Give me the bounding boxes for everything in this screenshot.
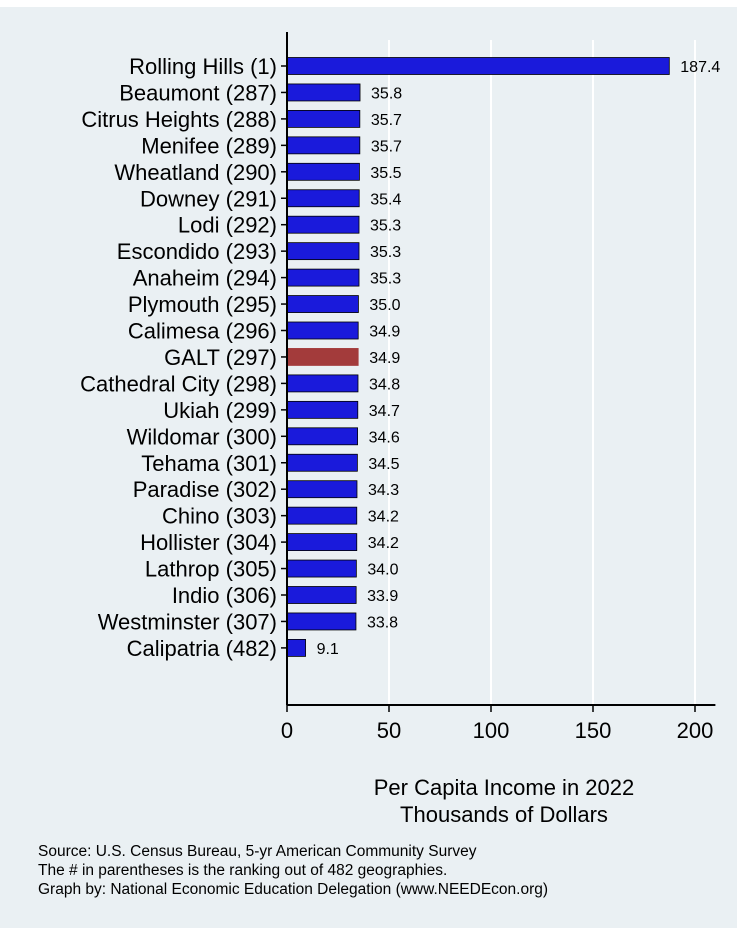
- x-axis-title-line1: Per Capita Income in 2022: [374, 775, 635, 800]
- credit-note: Graph by: National Economic Education De…: [38, 881, 549, 898]
- value-label: 35.0: [369, 297, 400, 314]
- category-label: Chino (303): [162, 504, 277, 529]
- plot-background: [10, 7, 737, 919]
- bar: [286, 57, 670, 75]
- value-label: 35.3: [370, 218, 401, 235]
- value-label: 35.3: [370, 271, 401, 288]
- bar: [286, 480, 358, 499]
- bar: [286, 189, 360, 208]
- value-label: 34.9: [369, 350, 400, 367]
- bar: [286, 427, 358, 446]
- bar: [286, 295, 359, 313]
- value-label: 35.7: [371, 138, 402, 155]
- bar: [286, 453, 358, 472]
- category-label: Westminster (307): [98, 609, 277, 634]
- value-label: 34.7: [369, 403, 400, 420]
- value-label: 34.8: [369, 376, 400, 393]
- value-label: 34.0: [367, 562, 398, 579]
- category-label: GALT (297): [164, 345, 277, 370]
- category-label: Tehama (301): [141, 451, 277, 476]
- x-tick-label: 150: [575, 718, 612, 743]
- bar: [286, 83, 361, 102]
- value-labels: 187.4 35.8 35.7 35.7 35.5 35.4 35.3 35.3 35.3 35.…: [317, 59, 721, 658]
- value-label: 9.1: [317, 641, 339, 658]
- grid-lines: [388, 40, 696, 705]
- bar: [286, 242, 360, 261]
- bar: [286, 268, 360, 287]
- bar-chart: Rolling Hills (1)Beaumont (287)Citrus He…: [80, 32, 721, 827]
- bars: [286, 57, 670, 657]
- category-label: Menifee (289): [141, 133, 277, 158]
- x-tick-label: 0: [281, 718, 293, 743]
- bar: [286, 321, 359, 340]
- bar: [286, 639, 306, 657]
- value-label: 34.9: [369, 324, 400, 341]
- bar-highlight: [286, 348, 359, 366]
- value-label: 33.9: [367, 588, 398, 605]
- category-label: Calimesa (296): [128, 319, 277, 344]
- chart-notes: Source: U.S. Census Bureau, 5-yr America…: [38, 842, 548, 899]
- category-label: Beaumont (287): [119, 80, 277, 105]
- source-note: Source: U.S. Census Bureau, 5-yr America…: [38, 843, 477, 860]
- value-label: 34.2: [368, 509, 399, 526]
- x-tick-label: 200: [677, 718, 714, 743]
- bar: [286, 374, 359, 393]
- value-label: 34.5: [368, 456, 399, 473]
- category-label: Plymouth (295): [128, 292, 277, 317]
- value-label: 34.6: [369, 429, 400, 446]
- category-label: Rolling Hills (1): [129, 54, 277, 79]
- value-label: 33.8: [367, 614, 398, 631]
- category-label: Downey (291): [140, 186, 277, 211]
- category-label: Anaheim (294): [133, 266, 277, 291]
- category-label: Calipatria (482): [127, 636, 277, 661]
- bar: [286, 612, 357, 631]
- bar: [286, 559, 357, 578]
- bar: [286, 110, 361, 128]
- value-label: 35.5: [370, 165, 401, 182]
- bar: [286, 506, 358, 525]
- value-label: 35.7: [371, 112, 402, 129]
- value-label: 34.2: [368, 535, 399, 552]
- x-tick-label: 100: [473, 718, 510, 743]
- bar: [286, 586, 357, 604]
- category-label: Wildomar (300): [127, 424, 277, 449]
- category-label: Lodi (292): [178, 213, 277, 238]
- ranking-note: The # in parentheses is the ranking out …: [38, 862, 448, 879]
- category-label: Lathrop (305): [145, 557, 277, 582]
- category-label: Ukiah (299): [163, 398, 277, 423]
- x-tick-label: 50: [377, 718, 401, 743]
- bar: [286, 400, 359, 419]
- category-label: Wheatland (290): [114, 160, 277, 185]
- bar: [286, 136, 361, 155]
- value-label: 35.8: [371, 85, 402, 102]
- bar: [286, 533, 358, 551]
- category-label: Hollister (304): [140, 530, 277, 555]
- category-label: Cathedral City (298): [80, 371, 277, 396]
- category-labels: Rolling Hills (1)Beaumont (287)Citrus He…: [80, 54, 277, 661]
- x-axis-title-line2: Thousands of Dollars: [400, 802, 608, 827]
- value-label: 35.3: [370, 244, 401, 261]
- category-label: Paradise (302): [133, 477, 277, 502]
- category-label: Escondido (293): [117, 239, 277, 264]
- category-label: Indio (306): [172, 583, 277, 608]
- bar: [286, 162, 360, 181]
- value-label: 187.4: [680, 59, 720, 76]
- bar: [286, 215, 360, 234]
- value-label: 34.3: [368, 482, 399, 499]
- value-label: 35.4: [370, 191, 401, 208]
- top-strip: [0, 0, 737, 7]
- axes: 0 50 100 150 200: [281, 32, 716, 743]
- category-label: Citrus Heights (288): [81, 107, 277, 132]
